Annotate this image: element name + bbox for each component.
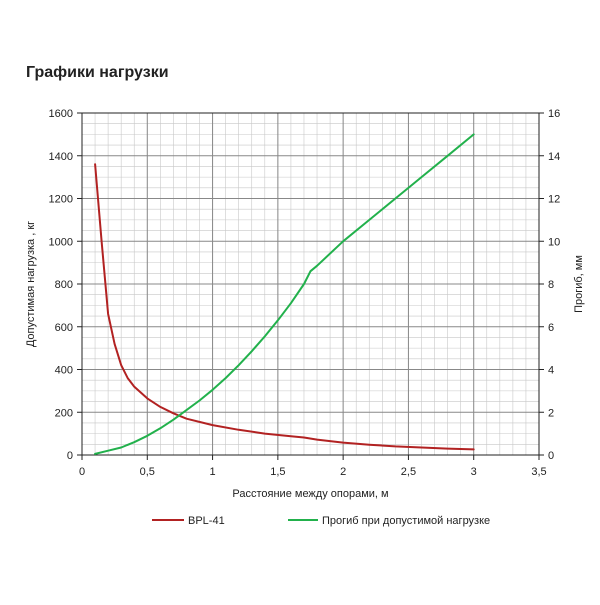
y-right-tick-label: 2 [548,407,554,419]
y-left-tick-label: 800 [55,279,73,291]
y-left-tick-label: 200 [55,407,73,419]
chart-title: Графики нагрузки [26,64,169,81]
x-tick-label: 3,5 [531,466,546,478]
y-left-tick-label: 1200 [49,194,73,206]
y-right-tick-label: 10 [548,236,560,248]
y-left-tick-label: 1000 [49,236,73,248]
series-line-deflection [94,133,475,455]
series-layer [94,133,475,455]
y-left-tick-label: 1600 [49,108,73,120]
major-grid [81,112,540,456]
x-tick-label: 1 [210,466,216,478]
x-axis-ticks: 0 0,5 1 1,5 2 2,5 3 3,5 [79,455,547,478]
x-tick-label: 1,5 [270,466,285,478]
y-right-tick-label: 4 [548,365,554,377]
x-axis-label: Расстояние между опорами, м [232,488,388,500]
legend-label-bpl41: BPL-41 [188,515,225,527]
y-left-tick-label: 0 [67,450,73,462]
y-left-tick-label: 600 [55,322,73,334]
y-left-axis-label: Допустимая нагрузка , кг [25,221,37,347]
y-right-axis-ticks: 0 2 4 6 8 10 12 14 16 [539,108,560,462]
y-right-tick-label: 12 [548,194,560,206]
x-tick-label: 0 [79,466,85,478]
y-left-tick-label: 1400 [49,151,73,163]
legend: BPL-41 Прогиб при допустимой нагрузке [152,515,490,527]
y-left-axis-ticks: 0 200 400 600 800 1000 1200 1400 1600 [49,108,82,462]
series-line-bpl41 [94,163,475,451]
x-tick-label: 2,5 [401,466,416,478]
x-tick-label: 3 [471,466,477,478]
y-right-axis-label: Прогиб, мм [573,255,585,313]
x-tick-label: 0,5 [140,466,155,478]
legend-label-deflection: Прогиб при допустимой нагрузке [322,515,490,527]
y-right-tick-label: 8 [548,279,554,291]
x-tick-label: 2 [340,466,346,478]
y-right-tick-label: 0 [548,450,554,462]
y-right-tick-label: 6 [548,322,554,334]
y-right-tick-label: 14 [548,151,560,163]
y-right-tick-label: 16 [548,108,560,120]
y-left-tick-label: 400 [55,365,73,377]
